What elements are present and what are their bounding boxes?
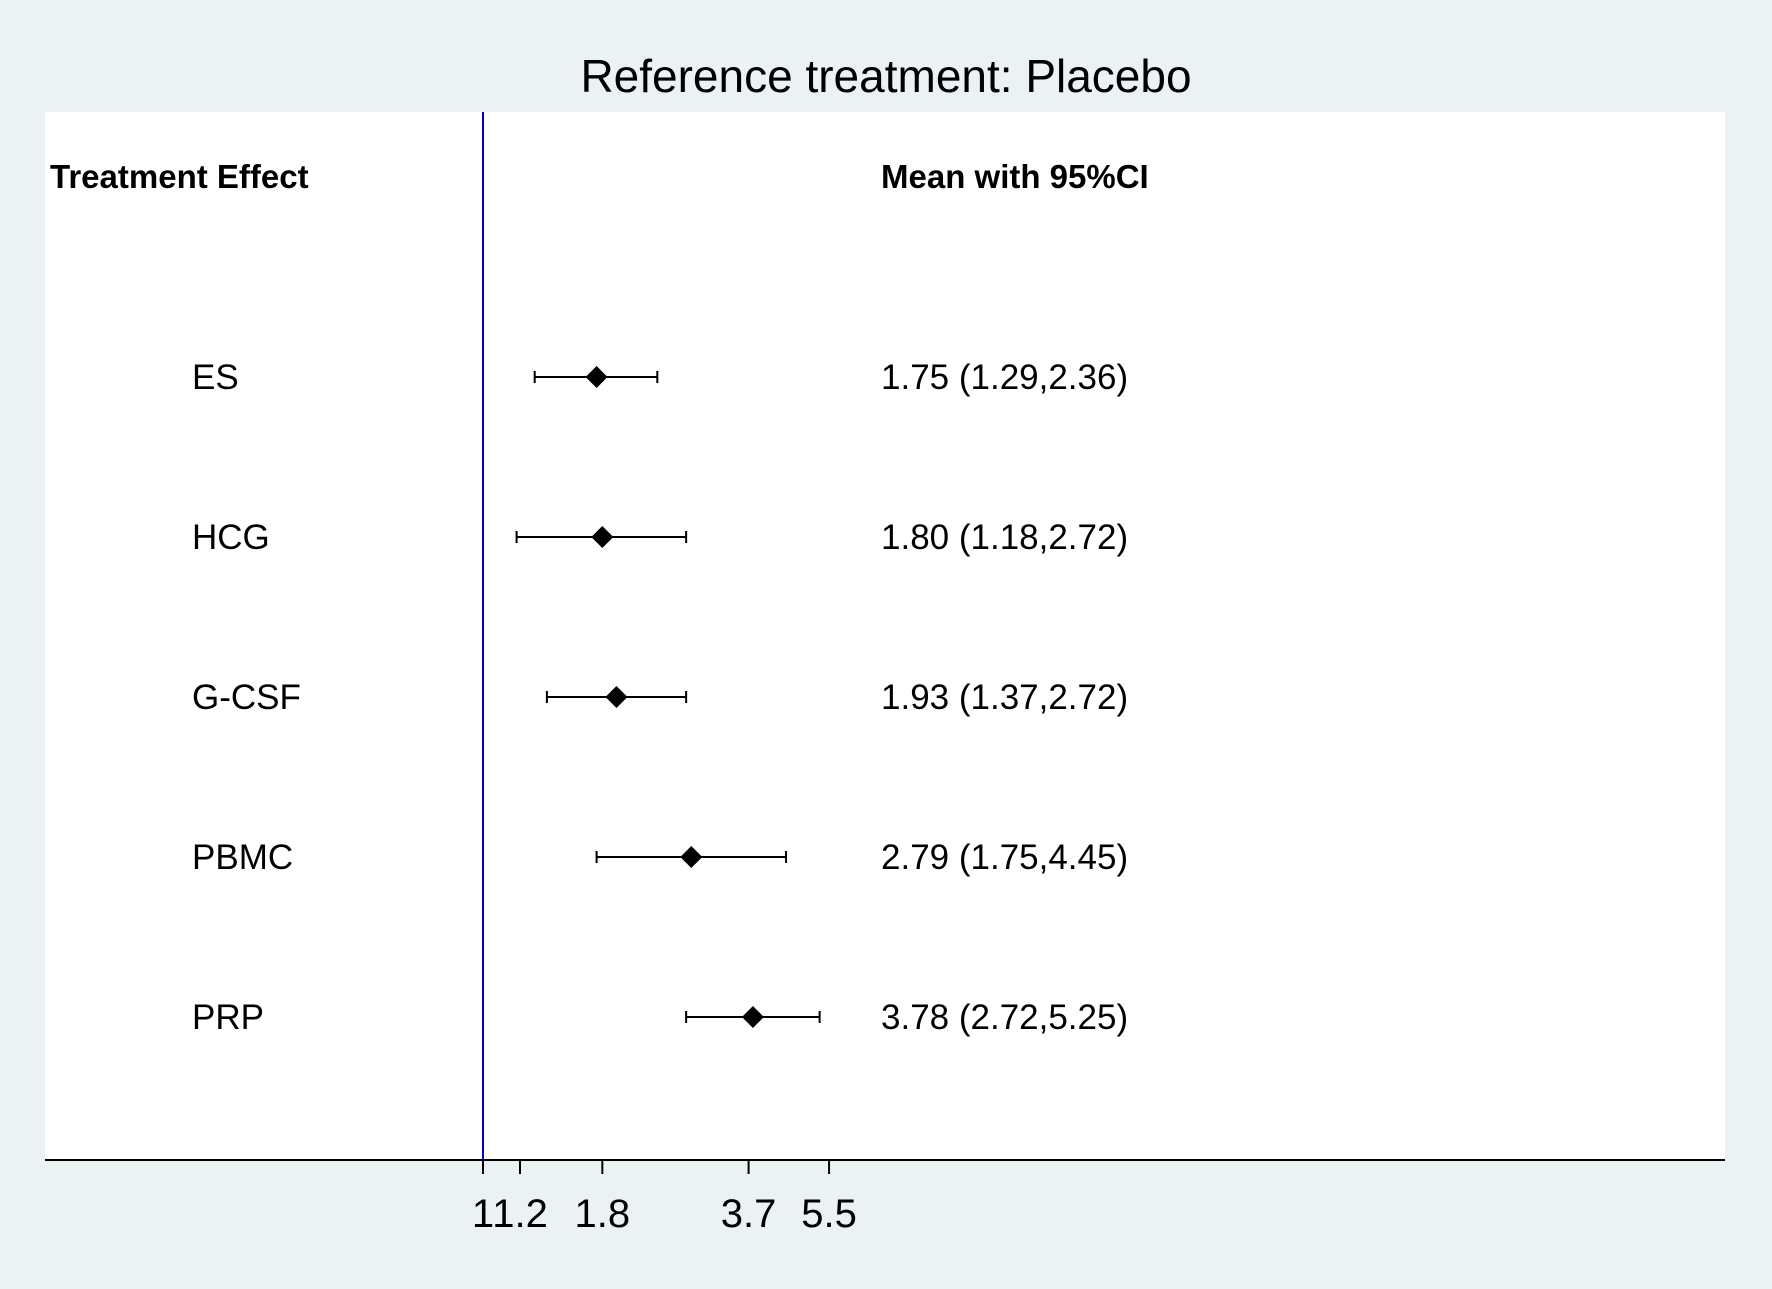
mean-ci-header: Mean with 95%CI (881, 158, 1149, 195)
treatment-label: G-CSF (192, 678, 301, 717)
forest-row: G-CSF 1.93 (1.37,2.72) (192, 678, 1128, 717)
mean-ci-text: 1.80 (1.18,2.72) (881, 518, 1128, 557)
forest-row: ES 1.75 (1.29,2.36) (192, 358, 1128, 397)
forest-row: PRP 3.78 (2.72,5.25) (192, 998, 1128, 1037)
plot-background (45, 112, 1725, 1160)
treatment-label: PBMC (192, 838, 293, 877)
x-tick-label: 3.7 (721, 1192, 777, 1236)
treatment-effect-header: Treatment Effect (50, 158, 309, 195)
mean-ci-text: 2.79 (1.75,4.45) (881, 838, 1128, 877)
mean-ci-text: 3.78 (2.72,5.25) (881, 998, 1128, 1037)
mean-ci-text: 1.75 (1.29,2.36) (881, 358, 1128, 397)
x-tick-label: 1.2 (492, 1192, 548, 1236)
x-tick-label: 1 (472, 1192, 494, 1236)
x-axis-ticks: 11.2 1.8 3.7 5.5 (472, 1160, 857, 1236)
mean-marker (591, 526, 614, 548)
mean-ci-text: 1.93 (1.37,2.72) (881, 678, 1128, 717)
forest-row: PBMC 2.79 (1.75,4.45) (192, 838, 1128, 877)
forest-row: HCG 1.80 (1.18,2.72) (192, 518, 1128, 557)
x-tick-label: 1.8 (575, 1192, 631, 1236)
mean-marker (741, 1006, 764, 1028)
chart-title: Reference treatment: Placebo (580, 50, 1191, 102)
treatment-label: PRP (192, 998, 264, 1037)
treatment-label: ES (192, 358, 239, 397)
forest-rows: ES 1.75 (1.29,2.36) HCG 1.80 (1.18,2.72) G-C… (192, 358, 1128, 1037)
mean-marker (605, 686, 628, 708)
mean-marker (680, 846, 703, 868)
x-tick-label: 5.5 (801, 1192, 857, 1236)
treatment-label: HCG (192, 518, 270, 557)
mean-marker (585, 366, 608, 388)
